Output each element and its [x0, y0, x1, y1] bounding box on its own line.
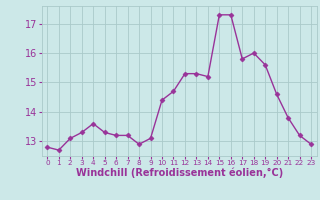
X-axis label: Windchill (Refroidissement éolien,°C): Windchill (Refroidissement éolien,°C): [76, 168, 283, 178]
